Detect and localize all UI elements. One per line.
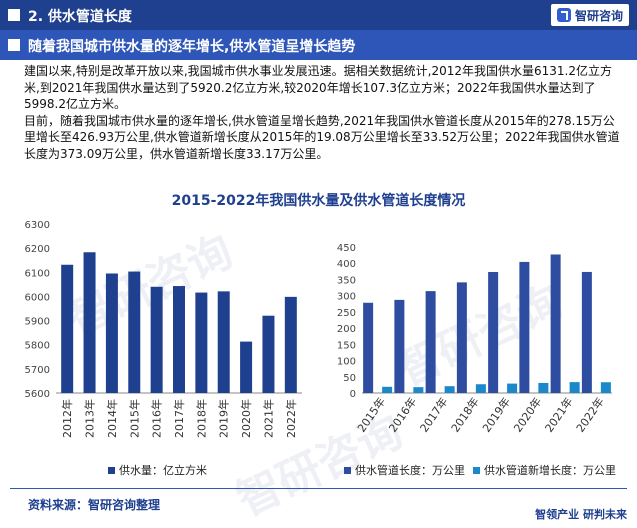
y-tick-label: 5600	[25, 389, 50, 400]
y-tick-label: 5900	[25, 317, 50, 328]
y-tick-label: 6300	[25, 220, 50, 231]
legend-swatch-new-length	[473, 466, 480, 474]
y-tick-label: 200	[337, 324, 356, 335]
bar-secondary	[507, 383, 518, 393]
bar-primary	[581, 271, 592, 393]
legend-left: 供水量：亿立方米	[108, 462, 207, 478]
bar-primary	[61, 264, 74, 393]
brand-logo-icon	[556, 8, 571, 22]
y-tick-label: 5700	[25, 365, 50, 376]
brand-logo-text: 智研咨询	[574, 8, 623, 23]
y-tick-label: 6200	[25, 244, 50, 255]
bar-secondary	[413, 387, 424, 393]
bar-primary	[488, 271, 499, 393]
paragraph-1: 建国以来,特别是改革开放以来,我国城市供水事业发展迅速。据相关数据统计,2012…	[24, 64, 612, 112]
bar-secondary	[600, 382, 611, 393]
bar-primary	[128, 271, 141, 393]
legend-swatch-supply	[108, 466, 115, 474]
y-tick-label: 350	[337, 275, 356, 286]
x-tick-label: 2020年	[239, 399, 253, 438]
body-text: 建国以来,特别是改革开放以来,我国城市供水事业发展迅速。据相关数据统计,2012…	[24, 63, 624, 163]
bar-primary	[550, 254, 561, 393]
bar-primary	[519, 261, 530, 393]
x-tick-label: 2017年	[417, 395, 451, 435]
x-tick-label: 2014年	[105, 399, 119, 438]
x-tick-label: 2022年	[284, 399, 298, 438]
x-tick-label: 2018年	[194, 399, 208, 438]
bar-primary	[394, 299, 405, 393]
footer-divider	[10, 488, 627, 489]
legend-swatch-length	[344, 466, 351, 474]
brand-logo: 智研咨询	[550, 4, 629, 26]
bar-primary	[240, 341, 253, 393]
section-marker-icon	[8, 9, 20, 21]
bar-secondary	[538, 382, 549, 393]
bar-secondary	[569, 382, 580, 393]
section-title: 2. 供水管道长度	[28, 9, 132, 25]
bar-primary	[262, 315, 275, 393]
x-tick-label: 2016年	[385, 395, 419, 435]
bar-primary	[284, 296, 297, 393]
x-tick-label: 2017年	[172, 399, 186, 438]
y-tick-label: 450	[337, 243, 356, 254]
y-tick-label: 50	[343, 373, 356, 384]
bar-primary	[363, 302, 374, 393]
y-tick-label: 0	[350, 389, 356, 400]
bar-secondary	[444, 386, 455, 393]
x-tick-label: 2016年	[150, 399, 164, 438]
headline-text: 随着我国城市供水量的逐年增长,供水管道呈增长趋势	[28, 39, 356, 55]
y-tick-label: 5800	[25, 341, 50, 352]
bar-primary	[105, 273, 118, 393]
x-tick-label: 2015年	[354, 395, 388, 435]
bar-primary	[150, 286, 163, 393]
bar-primary	[195, 292, 208, 393]
y-tick-label: 6000	[25, 292, 50, 303]
y-tick-label: 150	[337, 340, 356, 351]
x-tick-label: 2022年	[573, 395, 607, 435]
headline-banner: 随着我国城市供水量的逐年增长,供水管道呈增长趋势	[0, 30, 637, 60]
paragraph-2: 目前，随着我国城市供水量的逐年增长,供水管道呈增长趋势,2021年我国供水管道长…	[24, 113, 620, 161]
legend-label-length: 供水管道长度：万公里	[355, 464, 465, 477]
x-tick-label: 2019年	[479, 395, 513, 435]
legend-label-new-length: 供水管道新增长度：万公里	[484, 464, 616, 477]
y-tick-label: 400	[337, 259, 356, 270]
section-header: 2. 供水管道长度 智研咨询	[0, 0, 637, 30]
source-note: 资料来源：智研咨询整理	[28, 498, 161, 512]
x-tick-label: 2012年	[60, 399, 74, 438]
x-tick-label: 2013年	[83, 399, 97, 438]
headline-marker-icon	[8, 39, 20, 51]
x-tick-label: 2019年	[217, 399, 231, 438]
y-tick-label: 300	[337, 292, 356, 303]
bar-primary	[83, 252, 96, 393]
x-tick-label: 2015年	[127, 399, 141, 438]
y-tick-label: 100	[337, 357, 356, 368]
y-tick-label: 250	[337, 308, 356, 319]
slogan: 智领产业 研判未来	[535, 508, 627, 521]
legend-right: 供水管道长度：万公里 供水管道新增长度：万公里	[344, 462, 616, 478]
bar-secondary	[475, 384, 486, 393]
bar-primary	[217, 291, 230, 393]
bar-primary	[425, 291, 436, 393]
bar-primary	[173, 286, 185, 393]
legend-label-supply: 供水量：亿立方米	[119, 464, 207, 477]
bar-secondary	[382, 386, 393, 393]
chart-title: 2015-2022年我国供水量及供水管道长度情况	[171, 193, 466, 209]
x-tick-label: 2021年	[542, 395, 576, 435]
x-tick-label: 2018年	[448, 395, 482, 435]
x-tick-label: 2020年	[510, 395, 544, 435]
x-tick-label: 2021年	[261, 399, 275, 438]
bar-primary	[456, 282, 467, 393]
y-tick-label: 6100	[25, 268, 50, 279]
